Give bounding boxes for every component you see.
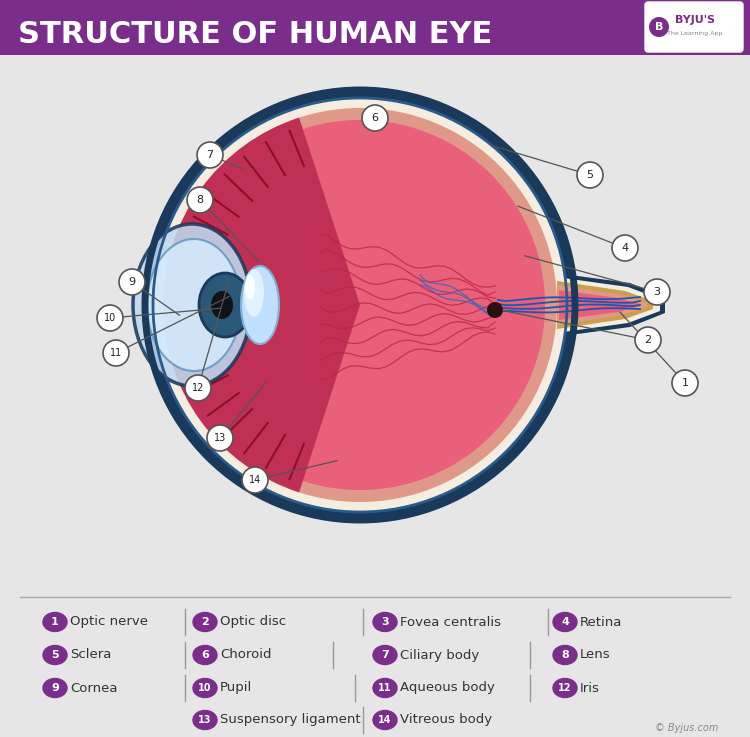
Text: 4: 4 xyxy=(622,243,628,253)
Circle shape xyxy=(612,235,638,261)
Circle shape xyxy=(153,98,567,512)
Text: Suspensory ligament: Suspensory ligament xyxy=(220,713,361,727)
Wedge shape xyxy=(163,118,360,492)
Ellipse shape xyxy=(373,646,397,665)
Ellipse shape xyxy=(43,646,67,665)
Text: 3: 3 xyxy=(381,617,388,627)
Text: 12: 12 xyxy=(192,383,204,393)
Text: 9: 9 xyxy=(128,277,136,287)
Ellipse shape xyxy=(373,679,397,697)
Circle shape xyxy=(362,105,388,131)
Circle shape xyxy=(644,279,670,305)
Polygon shape xyxy=(559,290,640,320)
Text: 4: 4 xyxy=(561,617,569,627)
Circle shape xyxy=(119,269,145,295)
Ellipse shape xyxy=(193,679,217,697)
Text: 13: 13 xyxy=(198,715,211,725)
FancyBboxPatch shape xyxy=(645,2,743,52)
Circle shape xyxy=(242,467,268,493)
Text: 11: 11 xyxy=(110,348,122,358)
Text: 10: 10 xyxy=(104,313,116,323)
Circle shape xyxy=(163,108,557,502)
Text: Retina: Retina xyxy=(580,615,622,629)
Ellipse shape xyxy=(553,612,577,632)
Circle shape xyxy=(185,375,211,401)
Ellipse shape xyxy=(199,273,251,337)
Circle shape xyxy=(577,162,603,188)
Text: Optic disc: Optic disc xyxy=(220,615,286,629)
Ellipse shape xyxy=(245,274,255,299)
Text: 12: 12 xyxy=(558,683,572,693)
Text: 11: 11 xyxy=(378,683,392,693)
Text: 13: 13 xyxy=(214,433,226,443)
Text: Iris: Iris xyxy=(580,682,600,694)
Ellipse shape xyxy=(193,612,217,632)
Ellipse shape xyxy=(373,710,397,730)
FancyBboxPatch shape xyxy=(0,0,750,55)
Text: © Byjus.com: © Byjus.com xyxy=(655,723,718,733)
Text: Cornea: Cornea xyxy=(70,682,118,694)
Ellipse shape xyxy=(43,612,67,632)
Text: B: B xyxy=(655,22,663,32)
Ellipse shape xyxy=(193,710,217,730)
Circle shape xyxy=(103,340,129,366)
Text: Vitreous body: Vitreous body xyxy=(400,713,492,727)
Text: 8: 8 xyxy=(196,195,203,205)
Text: 7: 7 xyxy=(381,650,388,660)
Circle shape xyxy=(197,142,223,168)
Circle shape xyxy=(187,187,213,213)
Ellipse shape xyxy=(147,239,241,371)
Text: Ciliary body: Ciliary body xyxy=(400,649,479,662)
Circle shape xyxy=(672,370,698,396)
Text: Aqueous body: Aqueous body xyxy=(400,682,495,694)
Text: 9: 9 xyxy=(51,683,59,693)
Text: Fovea centralis: Fovea centralis xyxy=(400,615,501,629)
Text: 2: 2 xyxy=(201,617,208,627)
Text: Optic nerve: Optic nerve xyxy=(70,615,148,629)
Circle shape xyxy=(145,90,575,520)
Text: 5: 5 xyxy=(51,650,58,660)
Text: 6: 6 xyxy=(201,650,209,660)
Text: 3: 3 xyxy=(653,287,661,297)
Text: STRUCTURE OF HUMAN EYE: STRUCTURE OF HUMAN EYE xyxy=(18,19,492,49)
Text: 14: 14 xyxy=(378,715,392,725)
Text: Lens: Lens xyxy=(580,649,610,662)
Circle shape xyxy=(175,120,545,490)
Polygon shape xyxy=(555,273,665,337)
Polygon shape xyxy=(556,277,660,333)
Text: 10: 10 xyxy=(198,683,211,693)
Ellipse shape xyxy=(241,266,279,344)
Circle shape xyxy=(487,302,503,318)
Ellipse shape xyxy=(43,679,67,697)
Text: 6: 6 xyxy=(371,113,379,123)
Ellipse shape xyxy=(373,612,397,632)
Text: 1: 1 xyxy=(51,617,58,627)
Polygon shape xyxy=(557,281,653,329)
Ellipse shape xyxy=(211,291,233,319)
Text: 2: 2 xyxy=(644,335,652,345)
Text: Pupil: Pupil xyxy=(220,682,252,694)
Text: 14: 14 xyxy=(249,475,261,485)
Polygon shape xyxy=(558,285,647,325)
Text: 7: 7 xyxy=(206,150,214,160)
Ellipse shape xyxy=(553,679,577,697)
Ellipse shape xyxy=(244,269,264,317)
Ellipse shape xyxy=(193,646,217,665)
Text: Choroid: Choroid xyxy=(220,649,272,662)
Text: 5: 5 xyxy=(586,170,593,180)
Circle shape xyxy=(97,305,123,331)
Circle shape xyxy=(635,327,661,353)
Text: 1: 1 xyxy=(682,378,688,388)
Circle shape xyxy=(207,425,233,451)
Text: BYJU'S: BYJU'S xyxy=(675,15,715,25)
Text: 8: 8 xyxy=(561,650,568,660)
Circle shape xyxy=(649,17,669,37)
Text: Sclera: Sclera xyxy=(70,649,111,662)
Ellipse shape xyxy=(133,224,251,386)
Ellipse shape xyxy=(553,646,577,665)
Text: The Learning App: The Learning App xyxy=(668,30,723,35)
